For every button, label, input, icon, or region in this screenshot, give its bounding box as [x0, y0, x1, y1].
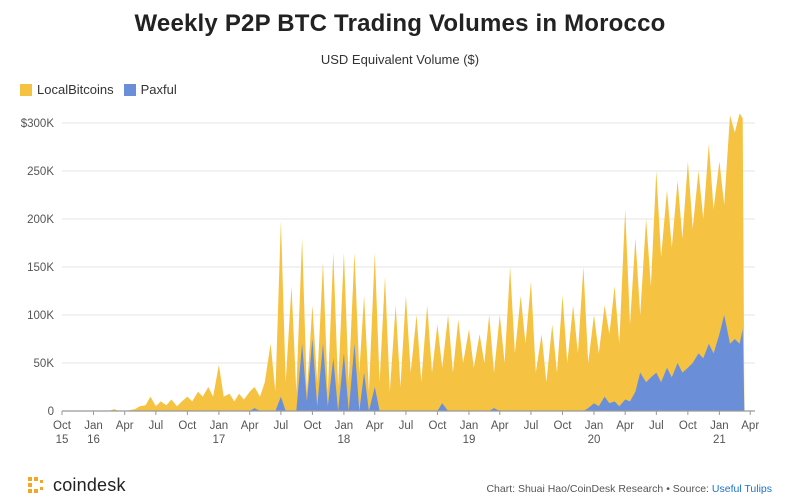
x-tick-label: Oct	[429, 420, 448, 432]
x-tick-label: Jan	[460, 420, 479, 432]
chart-title: Weekly P2P BTC Trading Volumes in Morocc…	[134, 10, 666, 37]
x-tick-label: Jan	[335, 420, 354, 432]
x-tick-year-label: 20	[588, 434, 601, 446]
x-tick-year-label: 15	[56, 434, 69, 446]
chart-plot: 0 50K 100K 150K 200K 250K $300K Oct 15 Jan 16 Apr Ju…	[21, 113, 760, 446]
axes: 0 50K 100K 150K 200K 250K $300K Oct 15 Jan 16 Apr Ju…	[21, 118, 760, 446]
x-tick-label: Apr	[241, 420, 259, 432]
coindesk-logo: coindesk	[27, 475, 126, 496]
legend-swatch-localbitcoins	[20, 83, 32, 96]
x-tick-label: Jul	[649, 420, 664, 432]
series-area-paxful	[62, 315, 745, 411]
coindesk-logo-text: coindesk	[53, 475, 126, 495]
x-tick-label: Apr	[491, 420, 509, 432]
y-tick-label: 0	[48, 406, 54, 418]
x-tick-label: Jan	[210, 420, 229, 432]
x-tick-label: Oct	[679, 420, 698, 432]
y-tick-label: 250K	[27, 166, 54, 178]
x-tick-year-label: 19	[463, 434, 476, 446]
x-tick-year-label: 16	[87, 434, 100, 446]
x-tick-label: Apr	[741, 420, 759, 432]
x-tick-label: Jul	[149, 420, 164, 432]
legend-item-localbitcoins: LocalBitcoins	[20, 82, 114, 97]
source-link[interactable]: Useful Tulips	[711, 483, 772, 495]
chart-subtitle: USD Equivalent Volume ($)	[320, 52, 480, 67]
x-tick-label: Jan	[710, 420, 729, 432]
x-tick-label: Jul	[524, 420, 539, 432]
y-tick-label: $300K	[21, 118, 55, 130]
area-series	[62, 113, 745, 412]
x-tick-label: Jan	[84, 420, 103, 432]
x-tick-label: Oct	[303, 420, 322, 432]
x-tick-year-label: 17	[212, 434, 225, 446]
x-tick-label: Apr	[366, 420, 384, 432]
x-tick-label: Apr	[616, 420, 634, 432]
coindesk-logo-icon	[28, 476, 43, 493]
legend-swatch-paxful	[123, 83, 136, 96]
x-tick-year-label: 21	[713, 434, 726, 446]
legend-label-localbitcoins: LocalBitcoins	[37, 82, 114, 97]
x-tick-year-label: 18	[338, 434, 351, 446]
x-tick-label: Oct	[554, 420, 573, 432]
chart-credit: Chart: Shuai Hao/CoinDesk Research • Sou…	[486, 483, 772, 495]
x-tick-label: Apr	[116, 420, 134, 432]
x-tick-label: Jul	[274, 420, 289, 432]
y-tick-label: 150K	[27, 262, 54, 274]
legend-item-paxful: Paxful	[123, 82, 177, 97]
y-tick-label: 200K	[27, 214, 54, 226]
legend-label-paxful: Paxful	[140, 82, 177, 97]
legend: LocalBitcoins Paxful	[20, 82, 187, 97]
x-tick-label: Jan	[585, 420, 604, 432]
x-tick-label: Oct	[178, 420, 197, 432]
x-tick-label: Oct	[53, 420, 72, 432]
credit-text: Chart: Shuai Hao/CoinDesk Research • Sou…	[486, 483, 709, 495]
series-area-localbitcoins	[62, 113, 745, 412]
y-tick-label: 50K	[34, 358, 55, 370]
x-tick-label: Jul	[399, 420, 414, 432]
y-tick-label: 100K	[27, 310, 54, 322]
